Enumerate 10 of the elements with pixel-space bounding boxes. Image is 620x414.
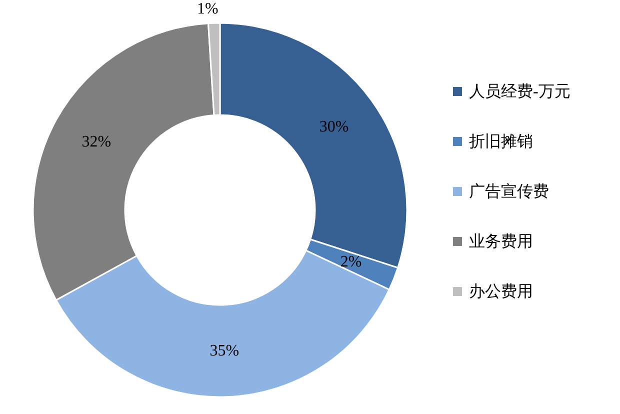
legend-label: 广告宣传费 xyxy=(469,182,549,200)
data-label: 2% xyxy=(340,253,362,270)
legend-label: 人员经费-万元 xyxy=(469,82,570,100)
data-label: 35% xyxy=(210,342,240,360)
data-label: 32% xyxy=(82,134,112,151)
legend-label: 办公费用 xyxy=(469,282,533,300)
data-label: 1% xyxy=(197,0,218,18)
data-label: 30% xyxy=(319,118,349,136)
legend-label: 业务费用 xyxy=(469,232,533,250)
legend-label: 折旧摊销 xyxy=(469,132,533,150)
